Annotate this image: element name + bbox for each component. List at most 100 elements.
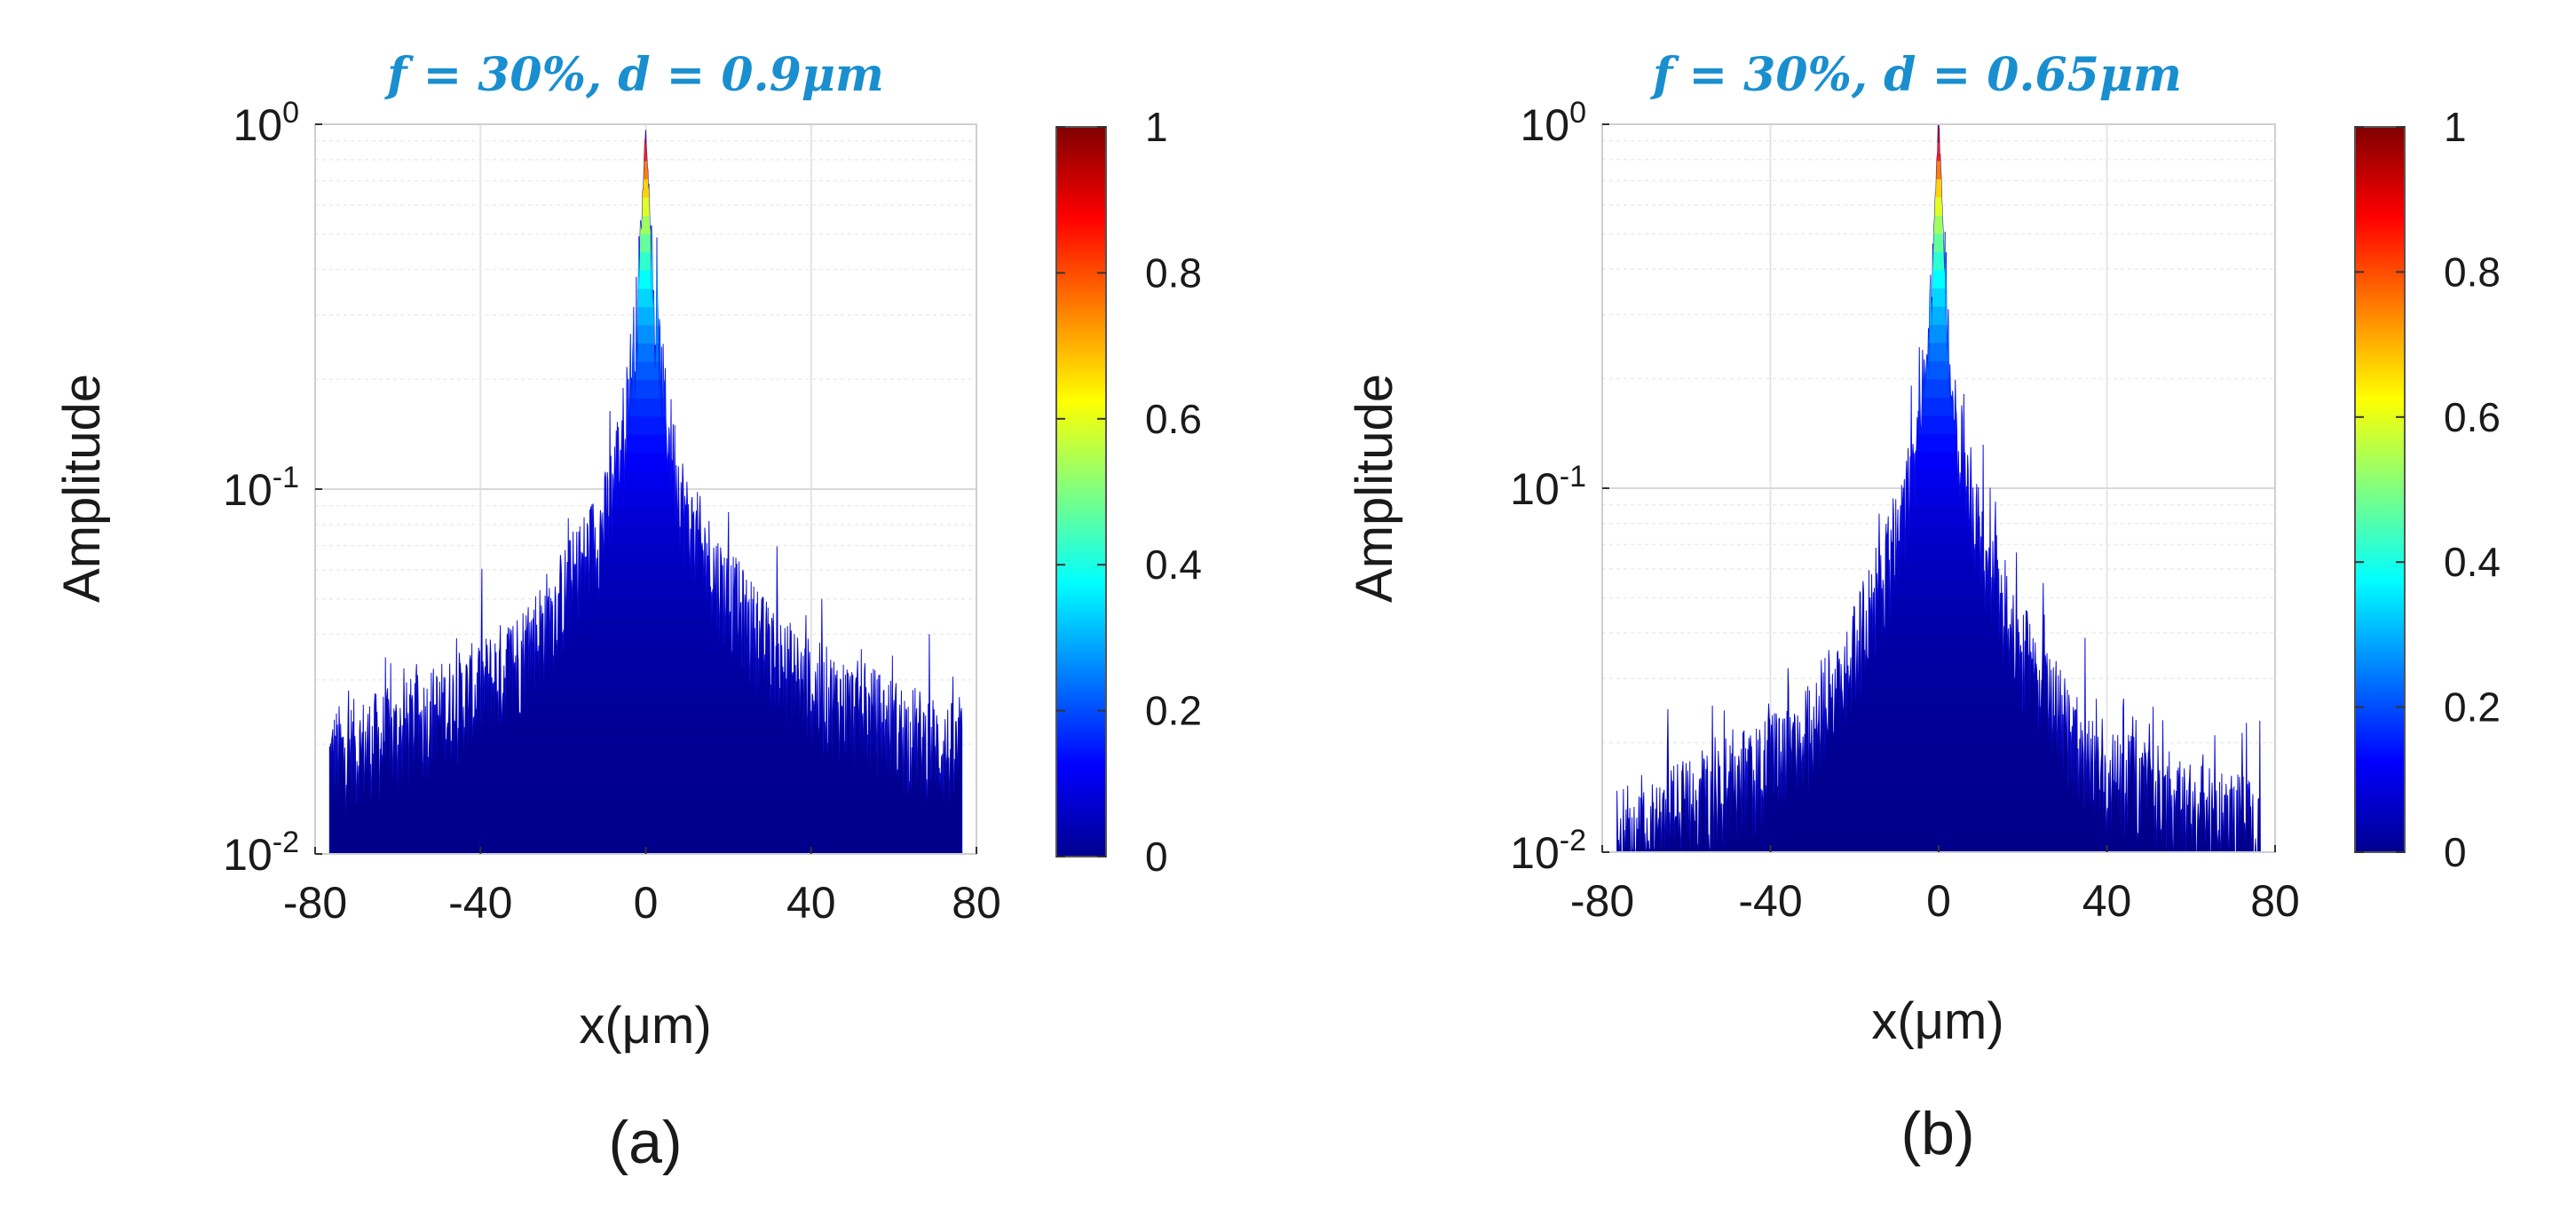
amplitude-color-band bbox=[1616, 761, 2261, 780]
amplitude-color-band bbox=[329, 543, 962, 563]
amplitude-base-shade bbox=[329, 801, 962, 854]
amplitude-color-band bbox=[1616, 579, 2261, 598]
panel-a-x-axis-label: x(μm) bbox=[579, 997, 711, 1055]
panel-a-colorbar-ticks: 0 0.2 0.4 0.6 0.8 1 bbox=[1056, 104, 1202, 880]
amplitude-color-band bbox=[1616, 688, 2261, 707]
colorbar-tick-label: 0.2 bbox=[2444, 684, 2501, 731]
colorbar-tick-label: 0.6 bbox=[2444, 394, 2501, 440]
amplitude-color-band bbox=[329, 379, 962, 399]
amplitude-color-band bbox=[329, 415, 962, 435]
amplitude-color-band bbox=[1616, 724, 2261, 744]
colorbar-tick-label: 0 bbox=[1145, 834, 1168, 880]
x-tick-label: 0 bbox=[1926, 876, 1951, 926]
amplitude-base-shade bbox=[1616, 799, 2261, 852]
colorbar-tick-label: 0.8 bbox=[1145, 249, 1202, 296]
amplitude-color-band bbox=[329, 434, 962, 454]
amplitude-color-band bbox=[1616, 615, 2261, 635]
panel-b-label: (b) bbox=[1900, 1100, 1974, 1167]
x-tick-label: -80 bbox=[1570, 876, 1634, 926]
amplitude-color-band bbox=[1616, 433, 2261, 453]
amplitude-color-band bbox=[1616, 161, 2261, 179]
amplitude-color-band bbox=[1616, 397, 2261, 416]
colorbar-tick-label: 0.8 bbox=[2444, 249, 2501, 295]
amplitude-color-band bbox=[329, 161, 962, 180]
panel-b-y-ticks: 10-2 10-1 100 bbox=[1510, 96, 1609, 878]
y-tick-label: 10-1 bbox=[223, 461, 299, 515]
amplitude-color-band bbox=[1616, 197, 2261, 216]
colorbar-tick-label: 0.2 bbox=[1145, 688, 1202, 734]
colorbar-tick-label: 0.6 bbox=[1145, 396, 1202, 442]
panel-a-colorbar bbox=[1055, 126, 1107, 857]
amplitude-color-band bbox=[1616, 360, 2261, 380]
amplitude-color-band bbox=[1616, 597, 2261, 616]
panel-b: f = 30%, d = 0.65μm -80 -40 0 40 80 10-2 10-1… bbox=[1346, 48, 2501, 1167]
panel-a-y-ticks: 10-2 10-1 100 bbox=[223, 96, 322, 880]
amplitude-color-band bbox=[1616, 525, 2261, 543]
amplitude-color-band bbox=[1616, 743, 2261, 762]
amplitude-color-band bbox=[1616, 506, 2261, 526]
panel-a-title: f = 30%, d = 0.9μm bbox=[383, 48, 884, 102]
amplitude-color-band bbox=[329, 635, 962, 654]
amplitude-color-band bbox=[329, 343, 962, 362]
panel-b-y-axis-label: Amplitude bbox=[1346, 374, 1403, 603]
x-tick-label: 80 bbox=[2250, 876, 2300, 926]
amplitude-color-band bbox=[329, 780, 962, 800]
amplitude-color-band bbox=[1616, 452, 2261, 470]
amplitude-color-band bbox=[1616, 488, 2261, 507]
amplitude-color-band bbox=[1616, 670, 2261, 689]
y-tick-label: 100 bbox=[233, 96, 299, 150]
amplitude-color-band bbox=[329, 288, 962, 307]
y-tick-label: 10-2 bbox=[223, 826, 299, 880]
amplitude-color-band bbox=[1616, 652, 2261, 671]
amplitude-color-band bbox=[1616, 470, 2261, 489]
amplitude-color-band bbox=[1616, 215, 2261, 234]
amplitude-color-band bbox=[1616, 707, 2261, 725]
amplitude-color-band bbox=[329, 470, 962, 490]
amplitude-color-band bbox=[1616, 233, 2261, 252]
colorbar-tick-label: 0.4 bbox=[1145, 541, 1202, 588]
amplitude-color-band bbox=[329, 598, 962, 618]
amplitude-color-band bbox=[1616, 142, 2261, 162]
panel-b-x-axis-label: x(μm) bbox=[1871, 992, 2003, 1050]
amplitude-color-band bbox=[329, 652, 962, 672]
amplitude-color-band bbox=[329, 215, 962, 234]
x-tick-label: 80 bbox=[952, 878, 1001, 928]
amplitude-color-band bbox=[1616, 288, 2261, 307]
amplitude-color-band bbox=[1616, 178, 2261, 198]
x-tick-label: 40 bbox=[2082, 876, 2132, 926]
colorbar-tick-label: 1 bbox=[2444, 104, 2467, 150]
amplitude-color-band bbox=[1616, 251, 2261, 271]
amplitude-color-band bbox=[1616, 542, 2261, 562]
x-tick-label: 0 bbox=[634, 878, 659, 928]
amplitude-color-band bbox=[329, 306, 962, 326]
amplitude-color-band bbox=[329, 233, 962, 253]
amplitude-color-band bbox=[329, 452, 962, 471]
amplitude-color-band bbox=[1616, 324, 2261, 344]
amplitude-color-band bbox=[1616, 561, 2261, 580]
amplitude-color-band bbox=[329, 580, 962, 599]
amplitude-color-band bbox=[1616, 270, 2261, 288]
amplitude-color-band bbox=[329, 251, 962, 271]
panel-b-title: f = 30%, d = 0.65μm bbox=[1649, 48, 2182, 102]
panel-a-label: (a) bbox=[608, 1109, 682, 1176]
panel-b-x-ticks: -80 -40 0 40 80 bbox=[1570, 845, 2300, 926]
amplitude-color-band bbox=[1616, 306, 2261, 325]
x-tick-label: -40 bbox=[448, 878, 512, 928]
amplitude-color-band bbox=[329, 398, 962, 417]
panel-b-colorbar bbox=[2354, 126, 2406, 853]
amplitude-color-band bbox=[329, 197, 962, 217]
panel-a-y-axis-label: Amplitude bbox=[53, 374, 111, 603]
amplitude-color-band bbox=[1616, 634, 2261, 652]
amplitude-color-band bbox=[329, 507, 962, 526]
amplitude-color-band bbox=[329, 671, 962, 691]
amplitude-color-band bbox=[329, 526, 962, 545]
amplitude-color-band bbox=[329, 361, 962, 381]
amplitude-color-band bbox=[1616, 124, 2261, 143]
x-tick-label: -40 bbox=[1738, 876, 1802, 926]
panel-a-x-ticks: -80 -40 0 40 80 bbox=[283, 847, 1001, 928]
amplitude-color-band bbox=[329, 142, 962, 162]
colorbar-tick-label: 1 bbox=[1145, 104, 1168, 150]
amplitude-color-band bbox=[329, 325, 962, 344]
x-tick-label: -80 bbox=[283, 878, 347, 928]
